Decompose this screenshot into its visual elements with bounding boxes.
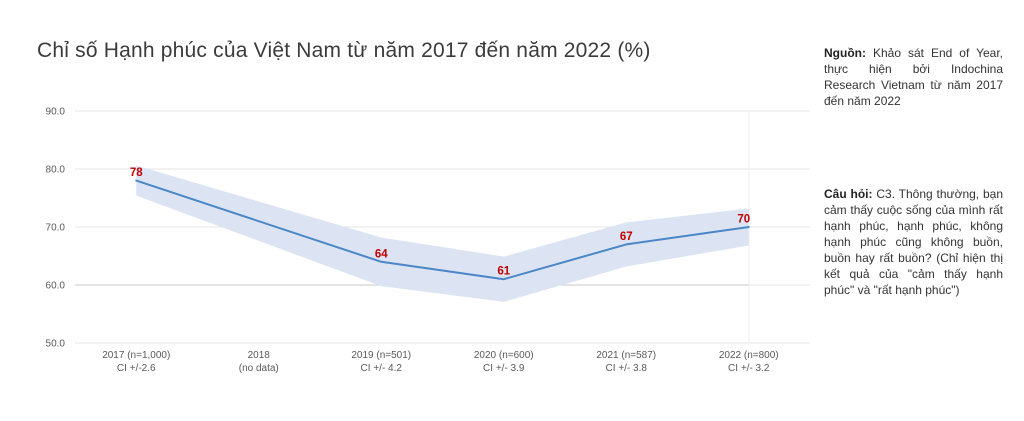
y-tick-label: 50.0 — [46, 339, 66, 350]
x-tick-sublabel: CI +/- 3.2 — [728, 363, 770, 374]
source-note-text: Khảo sát End of Year, thực hiện bởi Indo… — [824, 46, 1003, 108]
question-note-label: Câu hỏi: — [824, 187, 873, 201]
source-note: Nguồn: Khảo sát End of Year, thực hiện b… — [824, 45, 1003, 109]
x-tick-label: 2018 — [248, 350, 271, 361]
x-tick-label: 2022 (n=800) — [719, 350, 779, 361]
data-label: 61 — [497, 266, 510, 278]
y-tick-label: 80.0 — [46, 165, 66, 176]
question-note: Câu hỏi: C3. Thông thường, bạn cảm thấy … — [824, 186, 1003, 298]
y-tick-label: 70.0 — [46, 223, 66, 234]
data-label: 70 — [737, 214, 750, 226]
trend-line — [135, 179, 750, 281]
x-tick-sublabel: CI +/-2.6 — [117, 363, 156, 374]
data-label: 64 — [375, 248, 388, 260]
happiness-line-chart: 90.0 80.0 70.0 60.0 50.0 78 64 61 67 70 2017 (n=1,… — [46, 107, 810, 374]
question-note-text: C3. Thông thường, bạn cảm thấy cuộc sống… — [824, 187, 1003, 297]
data-label: 78 — [130, 167, 143, 179]
x-tick-sublabel: CI +/- 3.8 — [606, 363, 648, 374]
confidence-band — [136, 165, 749, 302]
x-tick-sublabel: CI +/- 4.2 — [361, 363, 403, 374]
x-tick-sublabel: CI +/- 3.9 — [483, 363, 525, 374]
x-tick-label: 2020 (n=600) — [474, 350, 534, 361]
data-label: 67 — [620, 231, 633, 243]
chart-title: Chỉ số Hạnh phúc của Việt Nam từ năm 201… — [37, 39, 651, 62]
x-tick-label: 2021 (n=587) — [596, 350, 656, 361]
y-tick-label: 90.0 — [46, 107, 66, 118]
x-tick-label: 2017 (n=1,000) — [102, 350, 170, 361]
source-note-label: Nguồn: — [824, 46, 866, 60]
x-tick-sublabel: (no data) — [239, 363, 279, 374]
x-tick-label: 2019 (n=501) — [351, 350, 411, 361]
y-tick-label: 60.0 — [46, 281, 66, 292]
